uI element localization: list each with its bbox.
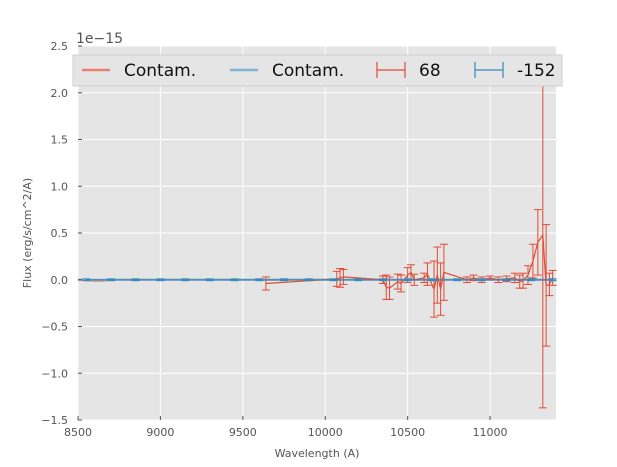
series-2-line bbox=[265, 234, 554, 290]
legend-label: Contam. bbox=[272, 61, 344, 81]
series-3-errorbars bbox=[82, 278, 557, 282]
y-tick-label: −1.5 bbox=[41, 414, 68, 427]
grid bbox=[77, 45, 556, 421]
x-tick-label: 10500 bbox=[390, 426, 425, 439]
y-tick-label: 1.5 bbox=[51, 134, 69, 147]
x-tick-label: 9500 bbox=[229, 426, 257, 439]
legend-item: 68 bbox=[376, 61, 441, 81]
y-axis: −1.5 −1.0 −0.5 0.0 0.5 1.0 1.5 2.0 2.5 bbox=[41, 40, 82, 427]
y-tick-label: 2.0 bbox=[51, 87, 69, 100]
series-2-errorbars bbox=[261, 61, 557, 409]
legend-label: -152 bbox=[517, 61, 556, 81]
y-offset-label: 1e−15 bbox=[76, 31, 123, 47]
x-tick-label: 11000 bbox=[473, 426, 508, 439]
legend-item: Contam. bbox=[82, 61, 196, 81]
y-tick-label: 1.0 bbox=[51, 180, 69, 193]
x-axis: 8500 9000 9500 10000 10500 11000 bbox=[64, 416, 508, 439]
y-tick-label: 0.0 bbox=[51, 274, 69, 287]
legend-item: Contam. bbox=[230, 61, 344, 81]
x-tick-label: 9000 bbox=[146, 426, 174, 439]
y-tick-label: −1.0 bbox=[41, 367, 68, 380]
legend-label: Contam. bbox=[124, 61, 196, 81]
y-tick-label: 0.5 bbox=[51, 227, 69, 240]
y-tick-label: −0.5 bbox=[41, 321, 68, 334]
x-axis-label: Wavelength (A) bbox=[275, 447, 360, 460]
legend: Contam. Contam. 68 -152 bbox=[72, 54, 563, 87]
legend-label: 68 bbox=[419, 61, 441, 81]
x-tick-label: 10000 bbox=[308, 426, 343, 439]
y-tick-label: 2.5 bbox=[51, 40, 69, 53]
x-tick-label: 8500 bbox=[64, 426, 92, 439]
series-layer bbox=[77, 61, 557, 409]
y-axis-label: Flux (erg/s/cm^2/A) bbox=[21, 178, 34, 288]
legend-item: -152 bbox=[474, 61, 556, 81]
